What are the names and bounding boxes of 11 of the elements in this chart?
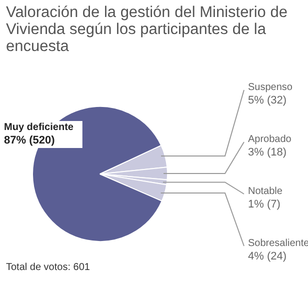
chart-title: Valoración de la gestión del Ministerio de Vivienda según los participantes de la encuesta [6, 4, 288, 55]
data-label: 3% (18) [248, 146, 287, 159]
data-label: 87% (520) [4, 134, 56, 147]
data-label: 5% (32) [248, 94, 287, 107]
slice-label: Notable [248, 186, 283, 197]
data-label: 4% (24) [248, 250, 287, 263]
data-label: 1% (7) [248, 198, 280, 211]
slice-label: Aprobado [248, 134, 292, 145]
slice-label: Muy deficiente [4, 122, 74, 133]
text: Total de votos: 601 [6, 262, 90, 273]
slice-label: Suspenso [248, 82, 293, 93]
